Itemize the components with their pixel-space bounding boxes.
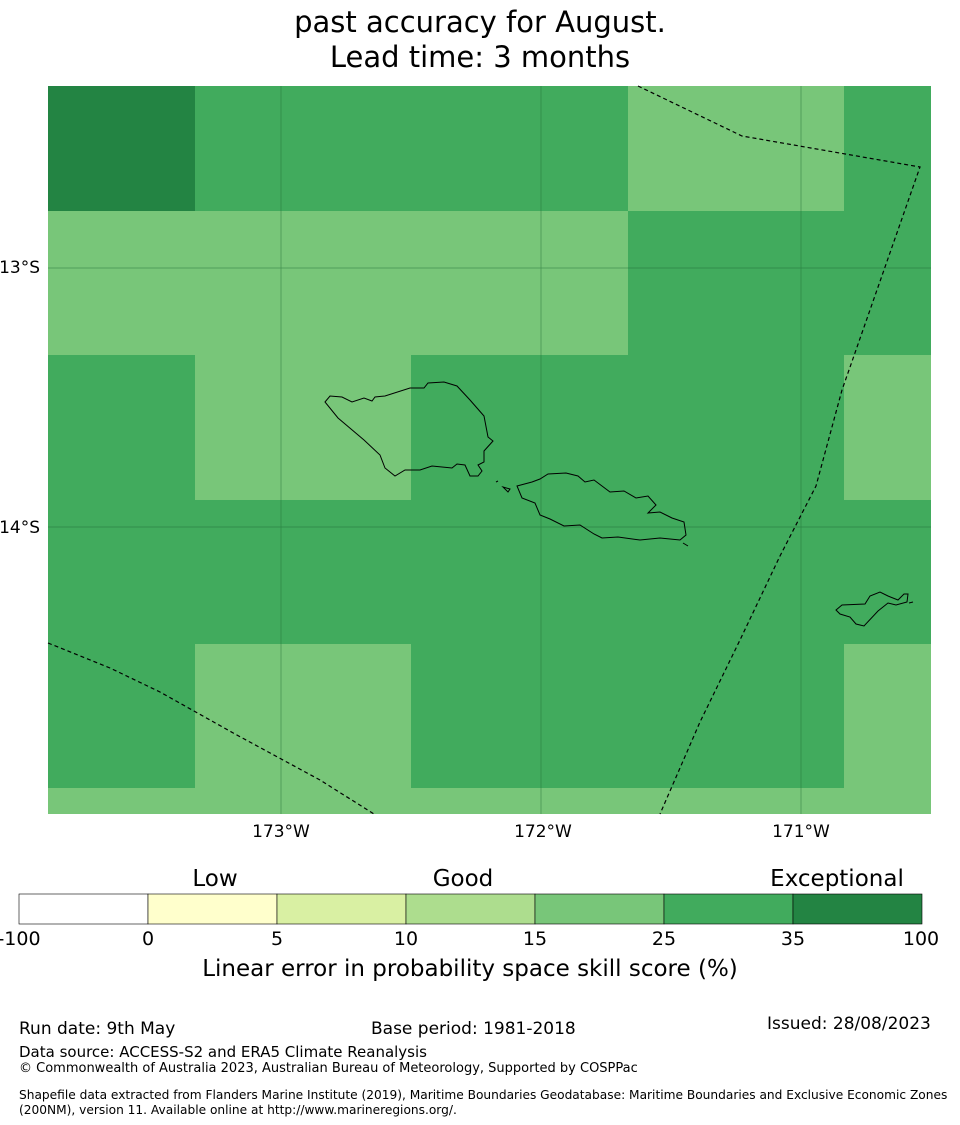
- upolu-island-outline: [516, 472, 687, 541]
- base-period: Base period: 1981-2018: [371, 1019, 576, 1039]
- category-label-good: Good: [432, 866, 494, 892]
- category-label-exceptional: Exceptional: [770, 866, 904, 892]
- lat-label-13s: 13°S: [0, 258, 40, 278]
- colorbar-swatches: [18, 893, 923, 925]
- savaii-island-outline: [324, 381, 494, 477]
- grid-cell-15-25: [844, 355, 931, 500]
- shapefile-credit-line-2: (200NM), version 11. Available online at…: [19, 1103, 457, 1117]
- copyright-notice: © Commonwealth of Australia 2023, Austra…: [19, 1061, 638, 1076]
- lon-label-171w: 171°W: [772, 822, 830, 842]
- lon-label-172w: 172°W: [514, 822, 572, 842]
- swatch-neg100-0: [18, 893, 149, 925]
- colorbar-tick: 5: [270, 928, 284, 950]
- colorbar-tick: 15: [522, 928, 548, 950]
- skill-grid: [48, 86, 931, 814]
- aunuu-island-outline: [908, 601, 914, 604]
- upolu-tip-outline: [682, 542, 689, 547]
- manono-island-outline: [501, 485, 511, 493]
- maritime-boundary-lines: [47, 85, 921, 815]
- grid-cell-15-25: [195, 644, 411, 814]
- colorbar-title: Linear error in probability space skill …: [202, 956, 738, 982]
- colorbar-tick: 0: [141, 928, 155, 950]
- swatch-35-100: [792, 893, 923, 925]
- colorbar-tick: 100: [902, 928, 940, 950]
- swatch-25-35: [663, 893, 794, 925]
- issued-date: Issued: 28/08/2023: [767, 1014, 931, 1034]
- colorbar-tick: 35: [780, 928, 806, 950]
- swatch-10-15: [405, 893, 536, 925]
- lon-label-173w: 173°W: [252, 822, 310, 842]
- coastlines: [324, 381, 914, 627]
- swatch-0-5: [147, 893, 278, 925]
- grid-cell-35-100: [48, 86, 195, 211]
- grid-cell-15-25: [48, 788, 931, 814]
- lat-label-14s: 14°S: [0, 518, 40, 538]
- skill-map: 173°W 172°W 171°W 13°S 14°S: [0, 85, 931, 842]
- run-date: Run date: 9th May: [19, 1019, 176, 1039]
- grid-cell-15-25: [844, 644, 931, 814]
- swatch-15-25: [534, 893, 665, 925]
- colorbar-tick: 10: [393, 928, 419, 950]
- tutuila-island-outline: [835, 591, 909, 627]
- category-label-low: Low: [192, 866, 238, 892]
- colorbar-tick: 25: [651, 928, 677, 950]
- shapefile-credit-line-1: Shapefile data extracted from Flanders M…: [19, 1088, 948, 1102]
- graticule: [48, 86, 931, 814]
- data-source: Data source: ACCESS-S2 and ERA5 Climate …: [19, 1043, 427, 1061]
- grid-cell-15-25: [195, 355, 411, 500]
- colorbar-tick: -100: [0, 928, 41, 950]
- apolima-island-outline: [495, 480, 499, 483]
- grid-cell-15-25: [628, 86, 844, 211]
- map-title-line-1: past accuracy for August.: [294, 5, 666, 39]
- grid-cell-15-25: [48, 211, 628, 355]
- map-title-line-2: Lead time: 3 months: [329, 40, 631, 74]
- swatch-5-10: [276, 893, 407, 925]
